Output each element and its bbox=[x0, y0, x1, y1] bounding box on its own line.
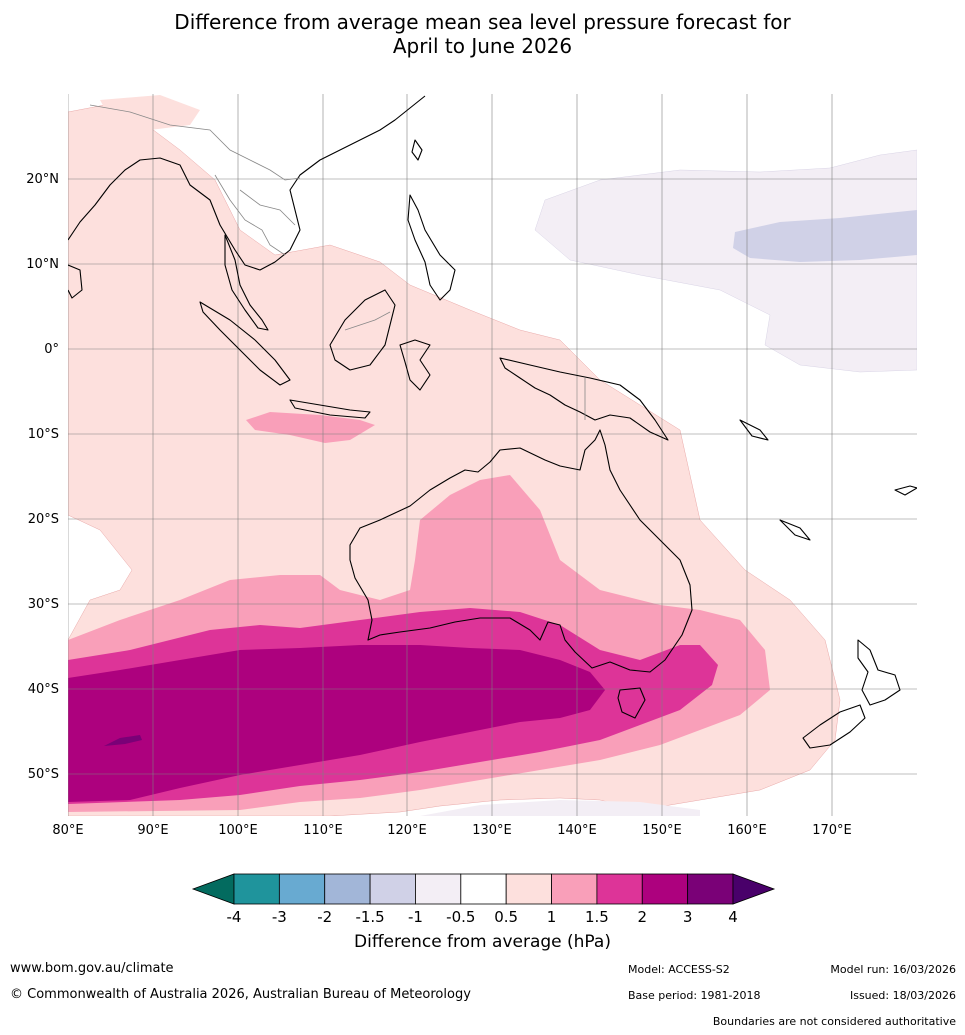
model-text: Model: ACCESS-S2 bbox=[628, 963, 730, 976]
colorbar-tick-label: 0.5 bbox=[494, 908, 518, 926]
coast-borneo bbox=[329, 289, 396, 371]
coast-tasmania bbox=[617, 687, 646, 719]
colorbar-tick-label: 1 bbox=[547, 908, 557, 926]
colorbar-cells bbox=[233, 873, 734, 905]
colorbar-tick-labels: -4 -3 -2 -1.5 -1 -0.5 0.5 1 1.5 2 3 4 bbox=[227, 908, 738, 926]
coast-sulawesi bbox=[399, 339, 431, 391]
colorbar: -4 -3 -2 -1.5 -1 -0.5 0.5 1 1.5 2 3 4 bbox=[191, 873, 776, 926]
anomaly-region-neg-0-5-south bbox=[420, 800, 700, 816]
coast-sri-lanka bbox=[68, 264, 83, 299]
colorbar-tick-label: -1.5 bbox=[355, 908, 384, 926]
coast-new-guinea bbox=[499, 357, 669, 441]
anomaly-region-pos-4 bbox=[104, 735, 142, 746]
x-tick-160: 160°E bbox=[727, 823, 767, 838]
y-tick-20n: 20°N bbox=[26, 172, 59, 187]
coast-philippines bbox=[407, 194, 456, 301]
x-tick-140: 140°E bbox=[557, 823, 597, 838]
issued-text: Issued: 18/03/2026 bbox=[849, 989, 956, 1002]
colorbar-tick-label: 3 bbox=[683, 908, 693, 926]
copyright-text: © Commonwealth of Australia 2026, Austra… bbox=[10, 987, 471, 1002]
disclaimer-text: Boundaries are not considered authoritat… bbox=[712, 1015, 956, 1028]
colorbar-tick-label: 4 bbox=[728, 908, 738, 926]
colorbar-cell bbox=[233, 873, 280, 905]
anomaly-region-pos-1-5-indonesia bbox=[246, 412, 375, 443]
colorbar-lower-extension bbox=[191, 873, 235, 905]
colorbar-title: Difference from average (hPa) bbox=[354, 932, 611, 952]
coast-taiwan bbox=[411, 139, 423, 161]
coast-australia bbox=[349, 429, 693, 673]
x-tick-120: 120°E bbox=[387, 823, 427, 838]
graticule bbox=[68, 94, 917, 816]
coast-java bbox=[289, 399, 371, 419]
y-tick-10s: 10°S bbox=[28, 427, 59, 442]
colorbar-cell bbox=[415, 873, 462, 905]
coast-asia-mainland bbox=[68, 95, 426, 271]
colorbar-tick-label: 1.5 bbox=[585, 908, 609, 926]
y-tick-50s: 50°S bbox=[28, 767, 59, 782]
x-tick-90: 90°E bbox=[137, 823, 168, 838]
anomaly-region-neg-0-5 bbox=[534, 149, 917, 373]
x-tick-110: 110°E bbox=[303, 823, 343, 838]
colorbar-cell bbox=[596, 873, 643, 905]
x-tick-170: 170°E bbox=[812, 823, 852, 838]
x-tick-80: 80°E bbox=[52, 823, 83, 838]
anomaly-region-pos-3 bbox=[68, 645, 605, 802]
coast-sumatra bbox=[199, 301, 291, 386]
colorbar-cell bbox=[641, 873, 689, 905]
y-tick-40s: 40°S bbox=[28, 682, 59, 697]
title-line-2: April to June 2026 bbox=[392, 34, 573, 58]
colorbar-cell bbox=[460, 873, 507, 905]
x-tick-130: 130°E bbox=[472, 823, 512, 838]
country-borders bbox=[89, 104, 586, 420]
y-tick-20s: 20°S bbox=[28, 512, 59, 527]
coast-new-zealand-north bbox=[857, 639, 901, 706]
colorbar-cell bbox=[551, 873, 598, 905]
border-borneo bbox=[344, 311, 391, 331]
x-tick-150: 150°E bbox=[642, 823, 682, 838]
colorbar-tick-label: -0.5 bbox=[446, 908, 475, 926]
colorbar-tick-label: -2 bbox=[317, 908, 332, 926]
colorbar-upper-extension bbox=[732, 873, 776, 905]
model-run-text: Model run: 16/03/2026 bbox=[830, 963, 956, 976]
y-tick-10n: 10°N bbox=[26, 257, 59, 272]
colorbar-cell bbox=[369, 873, 416, 905]
colorbar-tick-label: 2 bbox=[637, 908, 647, 926]
base-period-text: Base period: 1981-2018 bbox=[628, 989, 761, 1002]
coast-malay-peninsula bbox=[224, 234, 269, 331]
coast-islands-pacific bbox=[739, 419, 917, 541]
colorbar-cell bbox=[505, 873, 552, 905]
title-line-1: Difference from average mean sea level p… bbox=[174, 10, 791, 34]
website-link[interactable]: www.bom.gov.au/climate bbox=[10, 961, 174, 976]
anomaly-region-neg-1 bbox=[733, 210, 917, 262]
axis-labels: 80°E 90°E 100°E 110°E 120°E 130°E 140°E … bbox=[26, 172, 852, 838]
colorbar-cell bbox=[687, 873, 734, 905]
border-himalaya bbox=[89, 104, 301, 181]
colorbar-tick-label: -4 bbox=[227, 908, 242, 926]
border-indochina bbox=[214, 174, 296, 256]
colorbar-cell bbox=[324, 873, 371, 905]
y-tick-0: 0° bbox=[44, 342, 59, 357]
colorbar-tick-label: -1 bbox=[408, 908, 423, 926]
map-plot-area bbox=[68, 94, 917, 816]
x-tick-100: 100°E bbox=[218, 823, 258, 838]
coast-new-zealand-south bbox=[802, 704, 866, 749]
coastlines bbox=[68, 95, 917, 749]
map-title: Difference from average mean sea level p… bbox=[0, 10, 965, 58]
colorbar-tick-label: -3 bbox=[272, 908, 287, 926]
colorbar-cell bbox=[278, 873, 326, 905]
y-tick-30s: 30°S bbox=[28, 597, 59, 612]
anomaly-region-pos-1-north bbox=[100, 95, 200, 130]
